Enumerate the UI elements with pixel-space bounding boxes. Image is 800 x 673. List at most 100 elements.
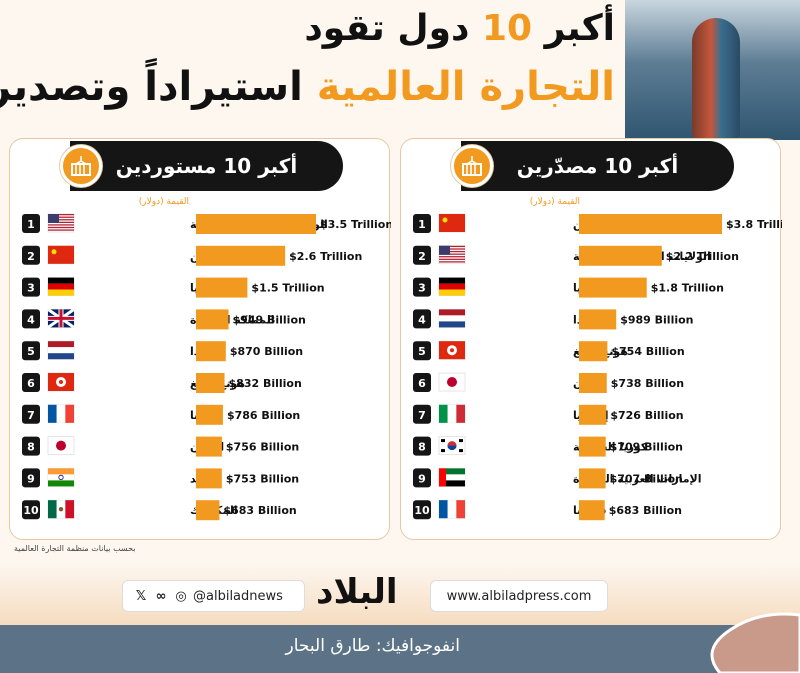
value-label: $1.8 Trillion	[651, 282, 724, 295]
bar	[196, 214, 316, 234]
rank-label: 10	[23, 504, 39, 517]
rank-badge	[22, 341, 40, 361]
rank-badge	[413, 373, 431, 392]
social-handle: @albiladnews	[193, 588, 283, 604]
bar	[579, 309, 617, 330]
rank-badge	[22, 373, 40, 392]
x-icon[interactable]: 𝕏	[135, 588, 147, 604]
rank-label: 2	[418, 250, 426, 263]
hero-banner: أكبر 10 دول تقود التجارة العالمية استيرا…	[0, 0, 800, 140]
rank-badge	[413, 404, 431, 424]
rank-badge	[413, 214, 431, 233]
rank-badge	[22, 404, 40, 424]
value-label: $756 Billion	[226, 441, 299, 454]
value-label: $949 Billion	[233, 313, 306, 326]
instagram-icon[interactable]: ◎	[175, 588, 187, 604]
chart-row: 4 المملكة المتحدة$949 Billion	[22, 308, 306, 330]
chart-row: 4هولندا$989 Billion	[413, 309, 694, 330]
rank-label: 7	[418, 409, 426, 422]
rank-badge	[413, 500, 431, 520]
value-label: $753 Billion	[226, 472, 299, 485]
value-label: $989 Billion	[620, 313, 693, 326]
chart-row: 3ألمانيا$1.8 Trillion	[413, 277, 724, 298]
bar	[196, 404, 223, 425]
website-link[interactable]: www.albiladpress.com	[430, 580, 608, 612]
cn-flag-icon	[47, 245, 75, 265]
rank-label: 8	[27, 441, 35, 454]
rank-label: 5	[27, 345, 35, 358]
container-crane-icon	[451, 145, 493, 187]
fr-flag-icon	[438, 499, 466, 519]
importers-chart: 1الولايات المتحدة الأمريكية$3.5 Trillion…	[22, 213, 391, 521]
importers-title: أكبر 10 مستوردين	[70, 141, 343, 191]
bar	[196, 436, 222, 457]
value-label: $2.6 Trillion	[289, 250, 362, 263]
nl-flag-icon	[438, 309, 466, 328]
value-label: $3.8 Trillion	[726, 218, 782, 231]
rank-badge	[22, 214, 40, 233]
social-handle-box[interactable]: 𝕏 ∞ ◎ @albiladnews	[122, 580, 305, 612]
exporters-panel: أكبر 10 مصدّرين القيمة (دولار) 1الصين$3.…	[400, 138, 782, 540]
bar	[579, 468, 606, 489]
bar	[196, 309, 229, 330]
rank-label: 9	[27, 472, 35, 485]
title-line-2: التجارة العالمية استيراداً وتصديراً	[0, 64, 615, 110]
jp-flag-icon	[47, 436, 75, 455]
exporters-title: أكبر 10 مصدّرين	[461, 141, 734, 191]
value-label: $754 Billion	[611, 345, 684, 358]
jp-flag-icon	[438, 372, 466, 392]
rank-label: 2	[27, 250, 35, 263]
source-footnote: بحسب بيانات منظمة التجارة العالمية	[14, 544, 136, 553]
chart-row: 6اليابان$738 Billion	[413, 372, 684, 393]
value-label: $683 Billion	[609, 504, 682, 517]
it-flag-icon	[438, 404, 466, 424]
cn-flag-icon	[438, 213, 466, 233]
bar	[196, 277, 248, 298]
bar	[579, 277, 647, 298]
bar	[579, 373, 607, 393]
rank-label: 1	[418, 218, 426, 231]
bar	[196, 373, 225, 393]
de-flag-icon	[47, 277, 75, 296]
rank-label: 6	[27, 377, 35, 390]
rank-badge	[413, 436, 431, 456]
bar	[579, 500, 605, 521]
chart-row: 9 الإمارات العربية المتحدة$707 Billion	[413, 468, 702, 489]
title-line-1: أكبر 10 دول تقود	[304, 8, 615, 49]
rank-label: 9	[418, 472, 426, 485]
rank-badge	[413, 341, 431, 361]
nl-flag-icon	[47, 340, 75, 360]
chart-row: 2الصين$2.6 Trillion	[22, 245, 362, 266]
importers-panel: أكبر 10 مستوردين القيمة (دولار) 1الولايا…	[9, 138, 391, 540]
chart-row: 1الولايات المتحدة الأمريكية$3.5 Trillion	[22, 213, 391, 234]
rank-badge	[22, 309, 40, 329]
rank-label: 5	[418, 345, 426, 358]
rank-label: 8	[418, 441, 426, 454]
rank-label: 4	[27, 313, 35, 326]
rank-label: 1	[27, 218, 35, 231]
de-flag-icon	[438, 277, 466, 296]
ae-flag-icon	[438, 468, 466, 487]
value-label: $683 Billion	[223, 504, 296, 517]
container-crane-icon	[60, 145, 102, 187]
value-label: $709 Billion	[610, 441, 683, 454]
chart-row: 8 كوريا الجنوبية$709 Billion	[413, 436, 683, 457]
exporters-unit-label: القيمة (دولار)	[529, 197, 580, 207]
bar	[579, 404, 607, 425]
fr-flag-icon	[47, 404, 75, 424]
rank-badge	[413, 277, 431, 297]
chart-row: 1الصين$3.8 Trillion	[413, 213, 782, 234]
rank-badge	[413, 245, 431, 265]
hk-flag-icon	[47, 372, 75, 392]
kr-flag-icon	[438, 436, 466, 455]
bar	[196, 500, 220, 521]
rank-badge	[22, 245, 40, 265]
value-label: $726 Billion	[610, 409, 683, 422]
threads-icon[interactable]: ∞	[155, 588, 167, 604]
value-label: $870 Billion	[230, 345, 303, 358]
chart-row: 8اليابان$756 Billion	[22, 436, 299, 457]
bar	[196, 468, 222, 489]
